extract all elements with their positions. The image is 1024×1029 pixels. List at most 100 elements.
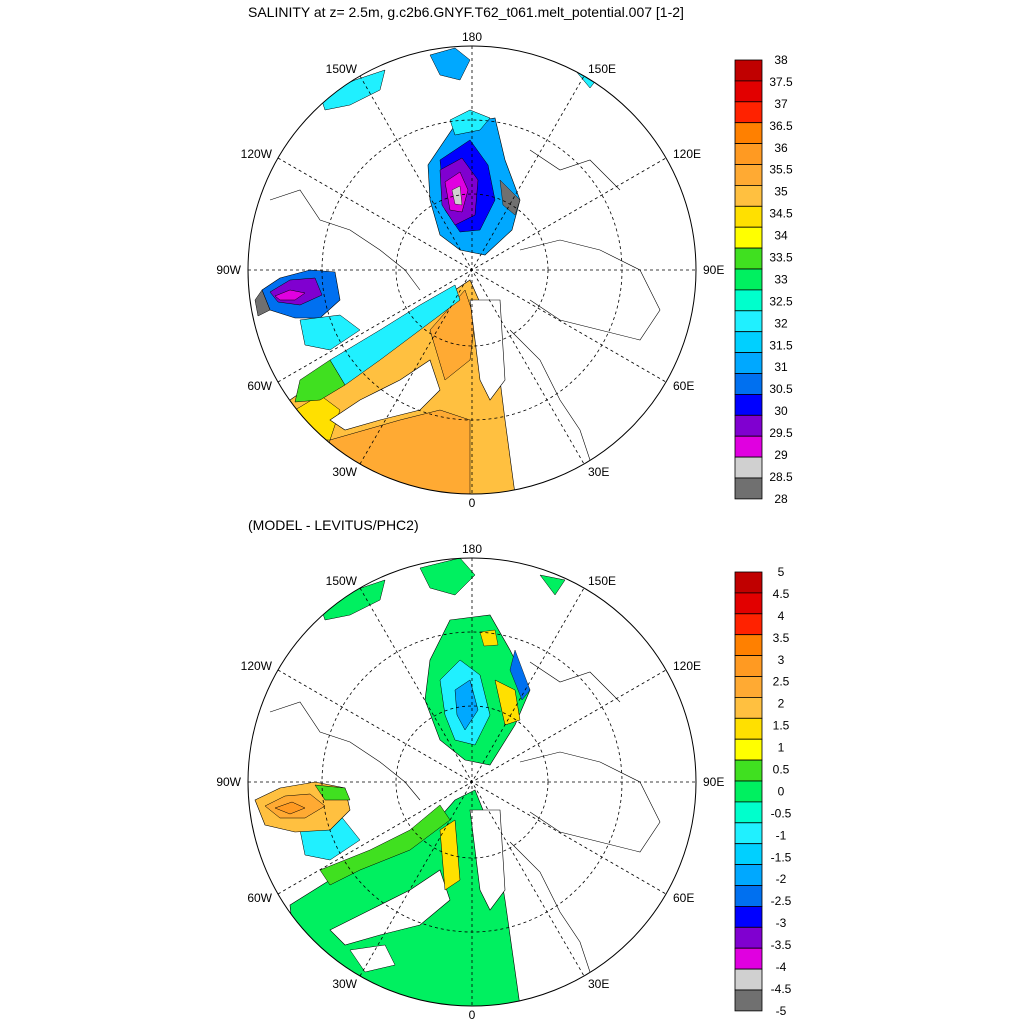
- colorbar-swatch: [734, 101, 763, 124]
- colorbar-tick-label: 36: [774, 141, 788, 155]
- colorbar-swatch: [734, 864, 763, 886]
- colorbar-tick-label: 29: [774, 448, 788, 462]
- lon-label-30w: 30W: [332, 465, 357, 479]
- lon-label-60w: 60W: [247, 891, 272, 905]
- colorbar-tick-label: 34.5: [769, 207, 793, 221]
- colorbar-tick-label: -2.5: [771, 894, 792, 908]
- lon-label-150w: 150W: [326, 574, 358, 588]
- colorbar-swatch: [734, 247, 763, 270]
- colorbar-swatch: [734, 164, 763, 186]
- map-boundary: [247, 557, 697, 1007]
- colorbar-swatch: [734, 634, 763, 657]
- colorbar-swatch: [734, 885, 763, 907]
- lon-label-120e: 120E: [673, 659, 701, 673]
- colorbar-swatch: [734, 613, 763, 636]
- colorbar-swatch: [734, 59, 763, 82]
- colorbar-tick-label: 31: [774, 360, 788, 374]
- colorbar-tick-label: 28: [774, 492, 788, 506]
- lon-label-60e: 60E: [673, 891, 694, 905]
- colorbar-tick-label: 32: [774, 316, 788, 330]
- colorbar-tick-label: 4: [778, 609, 785, 623]
- colorbar-tick-label: 4.5: [773, 587, 790, 601]
- colorbar-swatch: [734, 592, 763, 615]
- colorbar-swatch: [734, 906, 763, 928]
- colorbar-tick-label: 1.5: [773, 719, 790, 733]
- lon-label-60w: 60W: [247, 379, 272, 393]
- colorbar-swatch: [734, 780, 763, 803]
- colorbar-swatch: [734, 331, 763, 354]
- colorbar-tick-label: 2.5: [773, 675, 790, 689]
- colorbar-swatch: [734, 926, 763, 949]
- colorbar-swatch: [734, 226, 763, 249]
- lon-label-30e: 30E: [588, 977, 609, 991]
- colorbar-tick-label: 3.5: [773, 631, 790, 645]
- graticule: [248, 46, 696, 494]
- lon-label-90e: 90E: [703, 263, 724, 277]
- colorbar-tick-label: -1: [776, 828, 787, 842]
- colorbar-tick-label: 1: [778, 741, 785, 755]
- colorbar-swatch: [734, 456, 763, 479]
- panel-title: SALINITY at z= 2.5m, g.c2b6.GNYF.T62_t06…: [248, 4, 684, 20]
- lon-label-30w: 30W: [332, 977, 357, 991]
- colorbar-swatch: [734, 310, 763, 333]
- colorbar-tick-label: -4.5: [771, 982, 792, 996]
- longitude-labels: 180 0 90W 90E 150W 150E 120W 120E 60W 60…: [216, 30, 724, 510]
- colorbar-tick-label: 30.5: [769, 382, 793, 396]
- colorbar-swatch: [734, 352, 763, 374]
- colorbar-swatch: [734, 373, 763, 395]
- panel-title: (MODEL - LEVITUS/PHC2): [248, 517, 419, 533]
- colorbar-swatch: [734, 435, 763, 458]
- colorbar-tick-label: -0.5: [771, 806, 792, 820]
- lon-label-180: 180: [462, 30, 482, 44]
- lon-label-60e: 60E: [673, 379, 694, 393]
- colorbar-swatch: [734, 801, 763, 824]
- colorbar-swatch: [734, 655, 763, 677]
- lon-label-120w: 120W: [241, 147, 273, 161]
- colorbar-tick-label: 29.5: [769, 426, 793, 440]
- salinity-field: [254, 47, 661, 494]
- colorbar-swatch: [734, 122, 763, 144]
- lon-label-150e: 150E: [588, 574, 616, 588]
- lon-label-120w: 120W: [241, 659, 273, 673]
- lon-label-120e: 120E: [673, 147, 701, 161]
- colorbar-swatch: [734, 738, 763, 761]
- colorbar-swatch: [734, 947, 763, 970]
- difference-colorbar: 5 4.5 4 3.5 3 2.5 2 1.5 1 0.5 0 -0.5 -1 -1.5 -2 -2.5 -3 -…: [734, 565, 792, 1018]
- lon-label-90w: 90W: [216, 775, 241, 789]
- colorbar-tick-label: 30: [774, 404, 788, 418]
- colorbar-swatch: [734, 989, 763, 1012]
- lon-label-150e: 150E: [588, 62, 616, 76]
- difference-panel: (MODEL - LEVITUS/PHC2): [216, 517, 791, 1022]
- colorbar-tick-label: -5: [776, 1004, 787, 1018]
- lon-label-0: 0: [469, 1008, 476, 1022]
- lon-label-90e: 90E: [703, 775, 724, 789]
- colorbar-tick-label: 28.5: [769, 470, 793, 484]
- colorbar-swatch: [734, 697, 763, 719]
- map-boundary: [247, 45, 697, 495]
- colorbar-tick-label: -1.5: [771, 850, 792, 864]
- colorbar-swatch: [734, 843, 763, 866]
- colorbar-tick-label: 33: [774, 272, 788, 286]
- colorbar-tick-label: 37.5: [769, 75, 793, 89]
- colorbar-tick-label: 35: [774, 185, 788, 199]
- lon-label-150w: 150W: [326, 62, 358, 76]
- colorbar-swatch: [734, 717, 763, 740]
- colorbar-swatch: [734, 477, 763, 500]
- colorbar-tick-label: 31.5: [769, 338, 793, 352]
- salinity-panel: SALINITY at z= 2.5m, g.c2b6.GNYF.T62_t06…: [216, 4, 793, 510]
- colorbar-swatch: [734, 676, 763, 698]
- colorbar-tick-label: 32.5: [769, 294, 793, 308]
- colorbar-tick-label: 36.5: [769, 119, 793, 133]
- colorbar-swatch: [734, 205, 763, 228]
- colorbar-tick-label: 35.5: [769, 163, 793, 177]
- longitude-labels: 180 0 90W 90E 150W 150E 120W 120E 60W 60…: [216, 542, 724, 1022]
- colorbar-tick-label: 3: [778, 653, 785, 667]
- colorbar-tick-label: -3: [776, 916, 787, 930]
- lon-label-90w: 90W: [216, 263, 241, 277]
- colorbar-swatch: [734, 822, 763, 845]
- colorbar-tick-label: 5: [778, 565, 785, 579]
- colorbar-tick-label: -3.5: [771, 938, 792, 952]
- colorbar-swatch: [734, 414, 763, 437]
- graticule: [248, 558, 696, 1006]
- colorbar-swatch: [734, 571, 763, 594]
